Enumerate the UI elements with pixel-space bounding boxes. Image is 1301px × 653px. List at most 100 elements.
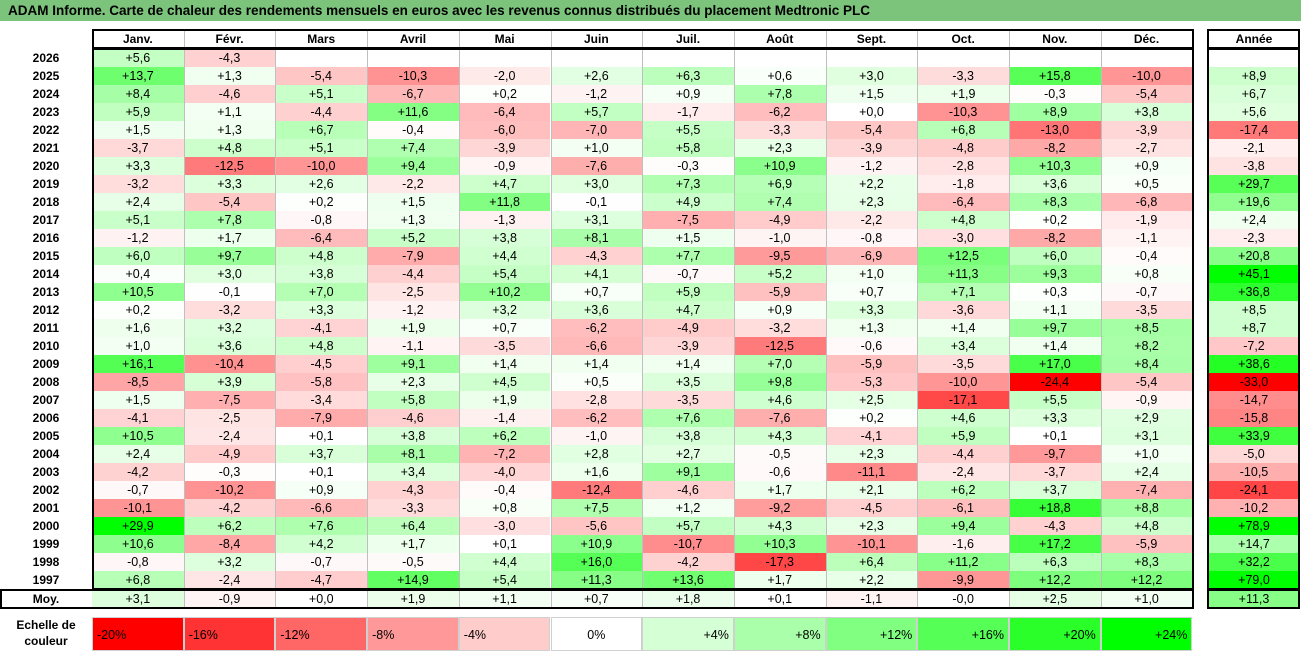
scale-label-line2: couleur — [24, 634, 68, 648]
heatmap-cell: +3,4 — [917, 337, 1009, 355]
heatmap-cell: +11,2 — [917, 553, 1009, 571]
heatmap-cell: +0,7 — [550, 283, 643, 301]
year-label: 2015 — [32, 249, 60, 263]
heatmap-cell: -2,4 — [917, 463, 1009, 481]
heatmap-cell: +0,9 — [642, 85, 734, 103]
annual-cell: -33,0 — [1208, 373, 1300, 391]
heatmap-cell: -4,1 — [275, 319, 368, 337]
year-label: 1997 — [32, 573, 60, 587]
scale-swatch: 0% — [550, 617, 643, 651]
column-separator — [275, 30, 277, 608]
heatmap-cell: +5,5 — [1009, 391, 1101, 409]
average-cell: +1,9 — [367, 590, 459, 608]
heatmap-cell: -10,3 — [367, 67, 459, 85]
heatmap-cell: -0,4 — [367, 121, 459, 139]
column-header: Mars — [307, 32, 336, 46]
scale-swatch: +24% — [1100, 617, 1193, 651]
heatmap-cell: +1,3 — [183, 67, 276, 85]
heatmap-cell: +1,9 — [917, 85, 1009, 103]
heatmap-cell: -4,9 — [733, 211, 826, 229]
heatmap-cell: +3,2 — [183, 553, 276, 571]
heatmap-cell: -6,4 — [275, 229, 368, 247]
heatmap-cell: -4,3 — [550, 247, 643, 265]
heatmap-cell: +1,4 — [642, 355, 734, 373]
heatmap-cell: -4,1 — [825, 427, 918, 445]
heatmap-cell: +0,2 — [458, 85, 551, 103]
heatmap-cell: -4,7 — [275, 571, 368, 589]
heatmap-cell: +6,2 — [458, 427, 551, 445]
heatmap-cell: +2,3 — [825, 193, 918, 211]
heatmap-cell: +5,7 — [642, 517, 734, 535]
heatmap-cell: +9,4 — [367, 157, 459, 175]
heatmap-cell: +3,2 — [183, 319, 276, 337]
heatmap-cell: +29,9 — [92, 517, 184, 535]
heatmap-cell: -0,4 — [1100, 247, 1193, 265]
annual-cell: +79,0 — [1208, 571, 1300, 589]
heatmap-cell: +3,5 — [642, 373, 734, 391]
heatmap-cell — [275, 49, 368, 67]
heatmap-cell: -5,9 — [1100, 535, 1193, 553]
heatmap-cell: -4,4 — [917, 445, 1009, 463]
heatmap-cell: +10,6 — [92, 535, 184, 553]
heatmap-cell: +3,3 — [183, 175, 276, 193]
heatmap-cell: +7,8 — [183, 211, 276, 229]
heatmap-cell: +8,8 — [1100, 499, 1193, 517]
heatmap-cell: -5,4 — [825, 121, 918, 139]
heatmap-cell: +18,8 — [1009, 499, 1101, 517]
heatmap-cell: +1,6 — [92, 319, 184, 337]
heatmap-cell: -3,9 — [1100, 121, 1193, 139]
column-separator — [825, 30, 827, 608]
heatmap-cell: +6,4 — [825, 553, 918, 571]
heatmap-cell: -0,5 — [367, 553, 459, 571]
heatmap-cell: +0,0 — [825, 103, 918, 121]
average-cell: -0,0 — [917, 590, 1009, 608]
heatmap-cell: +4,4 — [458, 553, 551, 571]
heatmap-cell: +11,3 — [550, 571, 643, 589]
heatmap-cell: -9,7 — [1009, 445, 1101, 463]
heatmap-cell: -4,6 — [183, 85, 276, 103]
heatmap-cell: +5,4 — [458, 571, 551, 589]
heatmap-cell: +6,8 — [92, 571, 184, 589]
heatmap-cell: -6,8 — [1100, 193, 1193, 211]
heatmap-cell: +1,7 — [183, 229, 276, 247]
heatmap-cell: -9,5 — [733, 247, 826, 265]
scale-swatch: +16% — [917, 617, 1009, 651]
annual-cell: -7,2 — [1208, 337, 1300, 355]
heatmap-cell: +8,3 — [1100, 553, 1193, 571]
annual-cell: +8,5 — [1208, 301, 1300, 319]
year-label: 2003 — [32, 465, 60, 479]
heatmap-cell: +12,5 — [917, 247, 1009, 265]
heatmap-cell: +8,1 — [550, 229, 643, 247]
heatmap-cell: -3,5 — [642, 391, 734, 409]
annual-cell: +36,8 — [1208, 283, 1300, 301]
average-cell: +1,8 — [642, 590, 734, 608]
heatmap-cell: +4,6 — [917, 409, 1009, 427]
heatmap-cell: -1,1 — [1100, 229, 1193, 247]
column-separator — [367, 30, 369, 608]
heatmap-cell: +1,6 — [550, 463, 643, 481]
heatmap-cell: -0,8 — [275, 211, 368, 229]
heatmap-cell: +5,5 — [642, 121, 734, 139]
heatmap-cell: -17,3 — [733, 553, 826, 571]
annual-cell: +6,7 — [1208, 85, 1300, 103]
year-label: 2017 — [32, 213, 60, 227]
annual-cell: -2,1 — [1208, 139, 1300, 157]
average-cell: +0,1 — [733, 590, 826, 608]
heatmap-cell: +15,8 — [1009, 67, 1101, 85]
heatmap-cell: -24,4 — [1009, 373, 1101, 391]
heatmap-cell: -2,2 — [367, 175, 459, 193]
annual-cell: +45,1 — [1208, 265, 1300, 283]
year-label: 2004 — [32, 447, 60, 461]
heatmap-cell: +2,4 — [92, 193, 184, 211]
heatmap-cell: -5,3 — [825, 373, 918, 391]
heatmap-cell: +2,7 — [642, 445, 734, 463]
heatmap-cell: -7,9 — [275, 409, 368, 427]
heatmap-cell — [458, 49, 551, 67]
heatmap-cell: +1,0 — [92, 337, 184, 355]
scale-swatch: -16% — [183, 617, 276, 651]
heatmap-cell: +1,3 — [183, 121, 276, 139]
heatmap-cell — [917, 49, 1009, 67]
heatmap-cell: -6,9 — [825, 247, 918, 265]
heatmap-cell: -6,4 — [917, 193, 1009, 211]
heatmap-cell: -4,2 — [642, 553, 734, 571]
